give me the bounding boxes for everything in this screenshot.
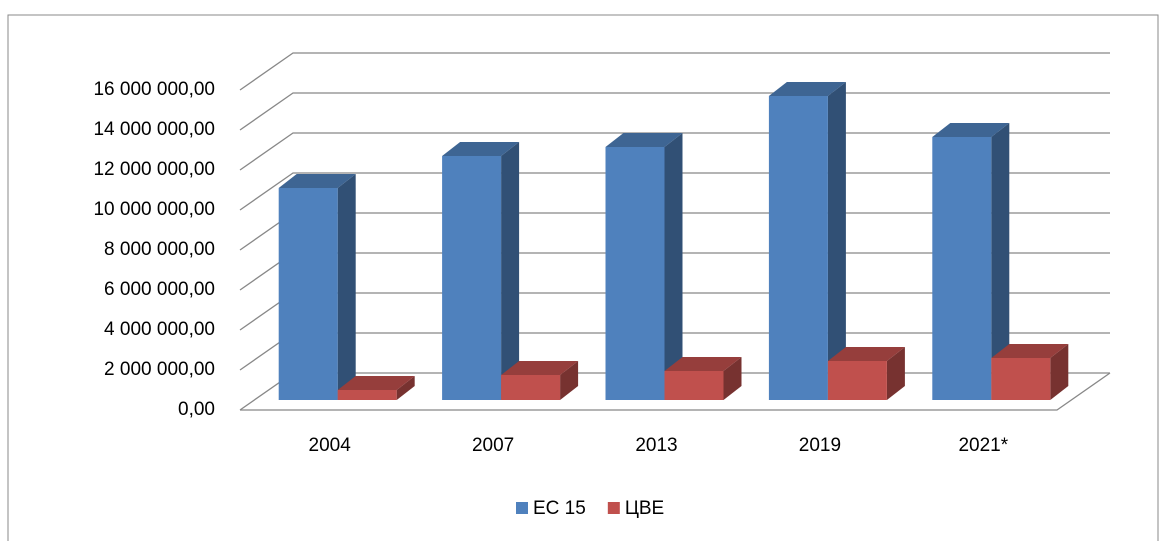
bar-side (827, 82, 846, 400)
bar (768, 82, 846, 400)
bar (664, 357, 742, 400)
legend-label: ЦВЕ (625, 498, 664, 519)
legend-swatch (607, 502, 620, 514)
legend-swatch (516, 502, 528, 514)
bar (991, 344, 1069, 400)
floor (240, 372, 1111, 411)
bar-top (827, 347, 905, 361)
bar (605, 133, 683, 400)
bar (827, 347, 905, 400)
bar (278, 174, 356, 400)
bar-top (664, 357, 742, 371)
bar-front (278, 188, 338, 400)
y-tick-label: 2 000 000,00 (104, 359, 215, 380)
grid-line (239, 52, 1110, 91)
bar-side (991, 123, 1010, 400)
y-tick-label: 0,00 (178, 399, 215, 420)
bar-side (886, 347, 905, 400)
bar-side (1050, 344, 1069, 400)
bar-front (664, 371, 724, 400)
x-tick-label: 2007 (472, 435, 514, 456)
bar (932, 123, 1010, 400)
y-tick-label: 8 000 000,00 (104, 239, 215, 260)
bar-side (664, 133, 683, 400)
x-tick-label: 2013 (635, 435, 677, 456)
bar-front (768, 96, 828, 400)
bar-top (991, 344, 1069, 358)
bar-top (442, 142, 520, 156)
y-tick-label: 10 000 000,00 (93, 199, 215, 220)
bar-top (501, 361, 579, 375)
bar-front (337, 390, 397, 400)
bar-top (278, 174, 356, 188)
x-tick-label: 2019 (799, 435, 841, 456)
bar-top (768, 82, 846, 96)
bar-side (337, 174, 356, 400)
bar-side (501, 142, 520, 400)
bar-front (605, 147, 665, 400)
bar-side (396, 376, 415, 400)
bar-front (991, 358, 1051, 400)
x-tick-label: 2004 (309, 435, 352, 456)
legend-label: ЕС 15 (533, 498, 586, 519)
bar-front (442, 156, 502, 400)
bar-top (932, 123, 1010, 137)
y-tick-label: 16 000 000,00 (93, 79, 215, 100)
chart-border (7, 14, 1159, 541)
bar (501, 361, 579, 400)
y-tick-label: 14 000 000,00 (93, 119, 215, 140)
x-tick-label: 2021* (958, 435, 1008, 456)
y-tick-label: 4 000 000,00 (104, 319, 215, 340)
bar (337, 376, 415, 400)
bar (442, 142, 520, 400)
bar-side (723, 357, 742, 400)
y-tick-label: 12 000 000,00 (93, 159, 215, 180)
bar-top (605, 133, 683, 147)
bar-front (501, 375, 561, 400)
bar-front (932, 137, 992, 400)
bar-side (560, 361, 579, 400)
bar-front (827, 361, 887, 400)
bar-top (337, 376, 415, 390)
y-tick-label: 6 000 000,00 (104, 279, 215, 300)
